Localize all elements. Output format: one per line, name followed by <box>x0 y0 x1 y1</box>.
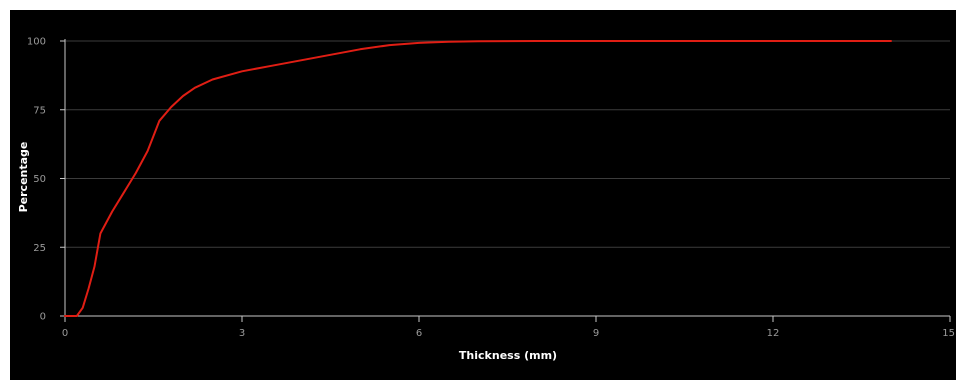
y-tick-label-1: 25 <box>33 243 46 254</box>
y-tick-label-0: 0 <box>40 312 46 323</box>
x-tick-label-3: 9 <box>593 328 599 339</box>
axes <box>60 39 951 322</box>
line-chart: 0 25 50 75 100 0 3 6 9 12 15 Thickness (mm) Percen… <box>17 37 955 363</box>
x-tick-label-2: 6 <box>416 328 422 339</box>
y-tick-label-3: 75 <box>33 105 46 116</box>
chart-frame: 0 25 50 75 100 0 3 6 9 12 15 Thickness (mm) Percen… <box>10 10 956 380</box>
series-line-0 <box>64 40 892 317</box>
x-axis-title: Thickness (mm) <box>459 349 557 362</box>
x-tick-label-4: 12 <box>767 328 780 339</box>
y-tick-label-4: 100 <box>27 37 46 48</box>
x-tick-label-1: 3 <box>239 328 245 339</box>
tick-labels: 0 25 50 75 100 0 3 6 9 12 15 <box>27 37 955 340</box>
y-axis-title: Percentage <box>17 142 30 213</box>
x-tick-label-0: 0 <box>62 328 68 339</box>
gridlines <box>65 40 950 317</box>
series-lines <box>64 40 892 317</box>
x-tick-label-5: 15 <box>942 328 955 339</box>
y-tick-label-2: 50 <box>33 174 46 185</box>
